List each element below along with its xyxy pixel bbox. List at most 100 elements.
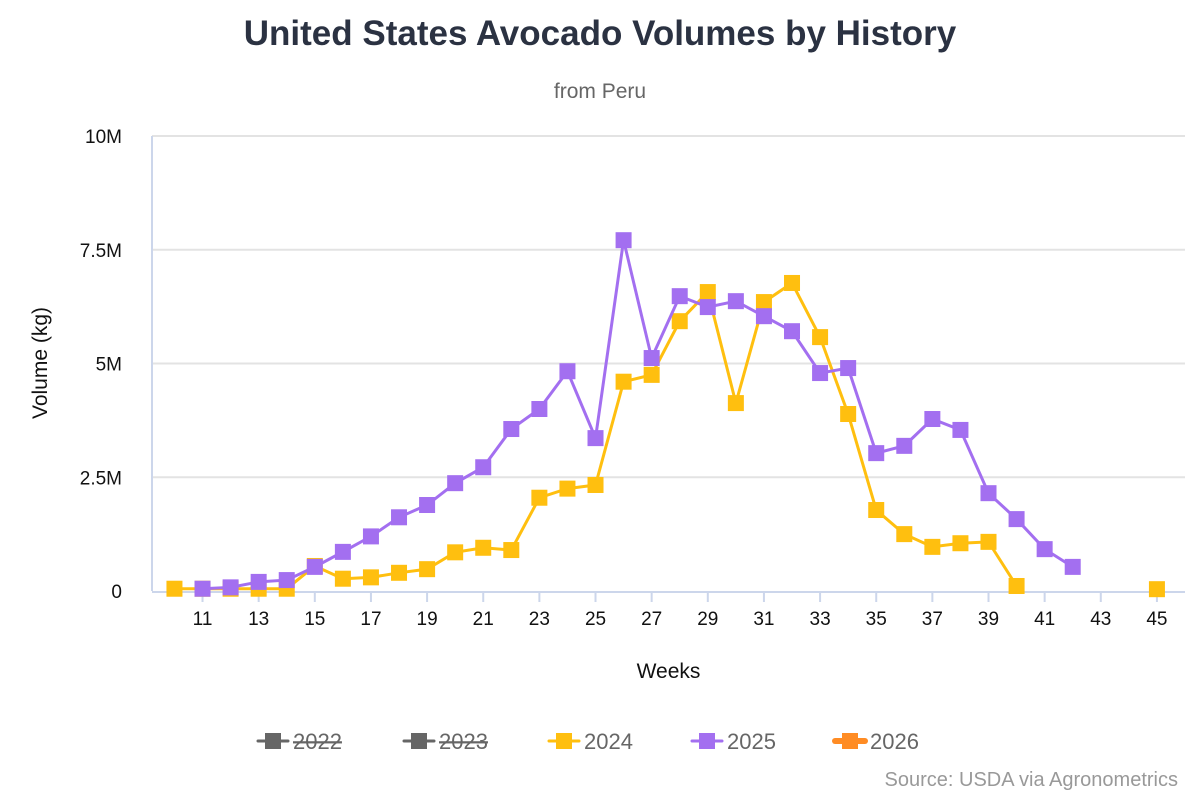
chart-title: United States Avocado Volumes by History: [243, 14, 957, 53]
y-tick-label: 10M: [85, 127, 122, 148]
data-point-2025[interactable]: [868, 445, 885, 462]
data-point-2025[interactable]: [980, 485, 997, 502]
data-point-2025[interactable]: [1036, 541, 1053, 558]
legend-item-2022[interactable]: 2022: [256, 729, 342, 754]
y-tick-label: 5M: [96, 355, 122, 376]
data-point-2024[interactable]: [334, 570, 351, 587]
data-point-2024[interactable]: [699, 284, 716, 301]
data-point-2025[interactable]: [812, 365, 829, 382]
data-point-2024[interactable]: [447, 544, 464, 561]
y-tick-label: 0: [111, 582, 122, 603]
source-credit[interactable]: Source: USDA via Agronometrics: [884, 769, 1178, 791]
data-point-2025[interactable]: [784, 323, 801, 340]
data-point-2024[interactable]: [784, 274, 801, 291]
data-point-2025[interactable]: [1008, 511, 1025, 528]
x-tick-label: 25: [585, 609, 606, 630]
x-tick-label: 13: [248, 609, 269, 630]
chart-subtitle: from Peru: [553, 80, 647, 103]
data-point-2025[interactable]: [334, 543, 351, 560]
data-point-2025[interactable]: [952, 421, 969, 438]
data-point-2025[interactable]: [447, 475, 464, 492]
data-point-2024[interactable]: [924, 538, 941, 555]
data-point-2025[interactable]: [362, 528, 379, 545]
data-point-2025[interactable]: [1064, 558, 1081, 575]
legend-marker-icon: [842, 733, 858, 749]
data-point-2025[interactable]: [615, 232, 632, 249]
legend-marker-icon: [556, 733, 572, 749]
legend-marker-icon: [265, 733, 281, 749]
x-tick-label: 29: [697, 609, 718, 630]
x-tick-label: 21: [473, 609, 494, 630]
y-axis-title: Volume (kg): [29, 307, 52, 419]
x-tick-label: 39: [978, 609, 999, 630]
data-point-2025[interactable]: [278, 572, 295, 589]
data-point-2024[interactable]: [503, 542, 520, 559]
data-point-2024[interactable]: [419, 561, 436, 578]
data-point-2025[interactable]: [896, 437, 913, 454]
x-tick-label: 23: [529, 609, 550, 630]
legend-label: 2024: [584, 729, 633, 754]
data-point-2024[interactable]: [475, 539, 492, 556]
data-point-2025[interactable]: [924, 411, 941, 428]
data-point-2024[interactable]: [1008, 577, 1025, 594]
data-point-2025[interactable]: [643, 350, 660, 367]
x-tick-label: 15: [304, 609, 325, 630]
data-point-2024[interactable]: [755, 294, 772, 311]
data-point-2024[interactable]: [531, 489, 548, 506]
data-point-2025[interactable]: [531, 401, 548, 417]
y-tick-label: 2.5M: [80, 468, 122, 489]
legend-item-2026[interactable]: 2026: [832, 729, 919, 754]
data-point-2024[interactable]: [671, 313, 688, 330]
x-tick-label: 35: [866, 609, 887, 630]
data-point-2025[interactable]: [755, 308, 772, 325]
data-point-2025[interactable]: [840, 360, 857, 377]
data-point-2025[interactable]: [699, 299, 716, 316]
data-point-2025[interactable]: [475, 459, 492, 476]
x-tick-label: 43: [1090, 609, 1111, 630]
data-point-2025[interactable]: [559, 363, 576, 380]
legend-label: 2023: [439, 729, 488, 754]
x-tick-label: 33: [810, 609, 831, 630]
data-point-2025[interactable]: [391, 509, 408, 526]
x-tick-label: 41: [1034, 609, 1055, 630]
data-point-2024[interactable]: [1148, 581, 1165, 598]
x-tick-label: 17: [360, 609, 381, 630]
x-tick-label: 45: [1146, 609, 1167, 630]
data-point-2024[interactable]: [980, 533, 997, 550]
data-point-2025[interactable]: [587, 430, 604, 447]
data-point-2025[interactable]: [306, 558, 323, 575]
series-2025: [194, 232, 1081, 597]
data-point-2024[interactable]: [559, 480, 576, 497]
data-point-2024[interactable]: [952, 535, 969, 552]
data-point-2024[interactable]: [727, 395, 744, 412]
data-point-2024[interactable]: [868, 502, 885, 519]
data-point-2024[interactable]: [643, 366, 660, 383]
data-point-2025[interactable]: [250, 573, 267, 590]
data-point-2024[interactable]: [840, 406, 857, 423]
data-point-2025[interactable]: [194, 580, 211, 597]
data-point-2024[interactable]: [896, 526, 913, 543]
x-tick-label: 27: [641, 609, 662, 630]
x-tick-label: 37: [922, 609, 943, 630]
legend-marker-icon: [699, 733, 715, 749]
legend-item-2025[interactable]: 2025: [690, 729, 776, 754]
series-line-2025: [202, 239, 1074, 591]
series-2024: [166, 274, 1165, 598]
data-point-2024[interactable]: [166, 580, 183, 597]
data-point-2024[interactable]: [615, 373, 632, 390]
legend-item-2023[interactable]: 2023: [402, 729, 488, 754]
data-point-2024[interactable]: [812, 329, 829, 346]
data-point-2025[interactable]: [222, 579, 239, 596]
data-point-2024[interactable]: [362, 569, 379, 586]
x-tick-label: 19: [417, 609, 438, 630]
x-tick-label: 11: [193, 609, 213, 630]
data-point-2024[interactable]: [391, 564, 408, 581]
data-point-2024[interactable]: [587, 476, 604, 493]
data-point-2025[interactable]: [503, 421, 520, 438]
data-point-2025[interactable]: [419, 497, 436, 514]
legend-item-2024[interactable]: 2024: [547, 729, 633, 754]
legend-marker-icon: [411, 733, 427, 749]
data-point-2025[interactable]: [727, 293, 744, 310]
data-point-2025[interactable]: [671, 288, 688, 305]
